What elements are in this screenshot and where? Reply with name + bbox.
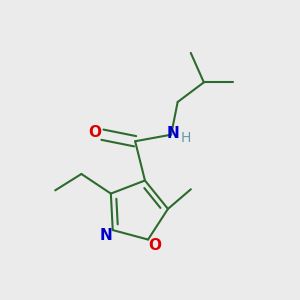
Text: N: N [99,229,112,244]
Text: O: O [149,238,162,253]
Text: O: O [89,124,102,140]
Text: H: H [181,131,191,145]
Text: N: N [167,126,179,141]
